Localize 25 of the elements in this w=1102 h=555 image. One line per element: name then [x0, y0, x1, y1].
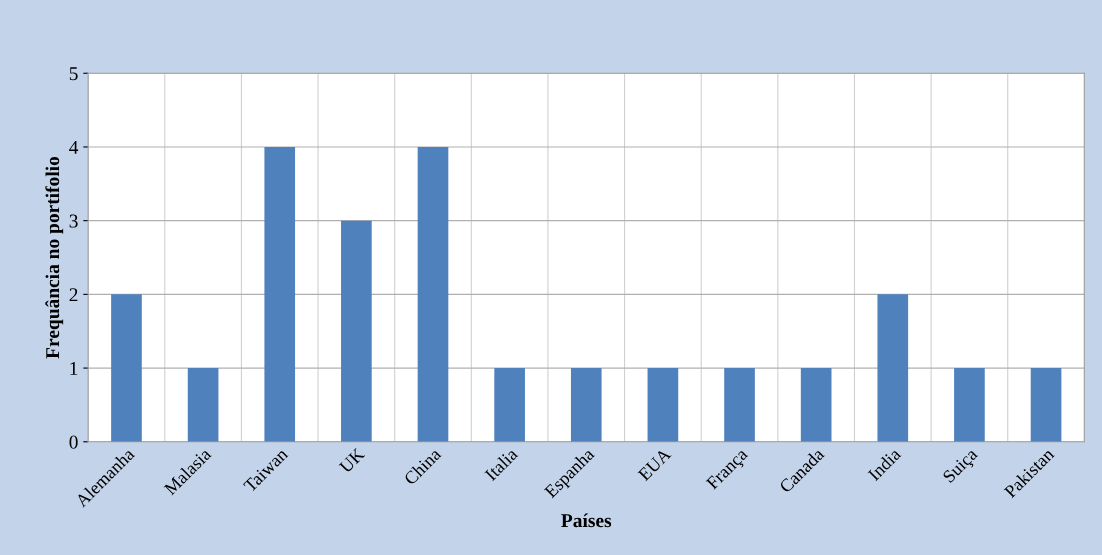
bar	[494, 368, 525, 442]
bar	[724, 368, 755, 442]
bar	[111, 294, 142, 442]
bar	[954, 368, 985, 442]
x-tick-label: India	[867, 446, 902, 482]
y-tick-label: 3	[69, 214, 78, 228]
y-tick-label: 5	[69, 67, 78, 81]
bar	[1030, 368, 1062, 442]
y-axis-title: Frequância no portifolio	[45, 156, 64, 359]
y-tick-label: 2	[69, 288, 78, 302]
bar	[264, 146, 296, 442]
x-tick-label: UK	[338, 447, 366, 474]
bar	[570, 368, 602, 442]
x-axis-title: Países	[561, 513, 612, 528]
y-tick-label: 1	[70, 361, 78, 375]
bar	[800, 368, 832, 442]
x-tick-label: Italia	[483, 446, 519, 482]
bar	[877, 294, 909, 442]
y-tick-label: 0	[69, 435, 78, 449]
y-tick-label: 4	[69, 140, 79, 154]
bar	[647, 368, 679, 442]
bar	[187, 368, 219, 442]
bar	[417, 146, 449, 442]
bar	[341, 220, 372, 442]
x-tick-label: EUA	[637, 447, 672, 482]
